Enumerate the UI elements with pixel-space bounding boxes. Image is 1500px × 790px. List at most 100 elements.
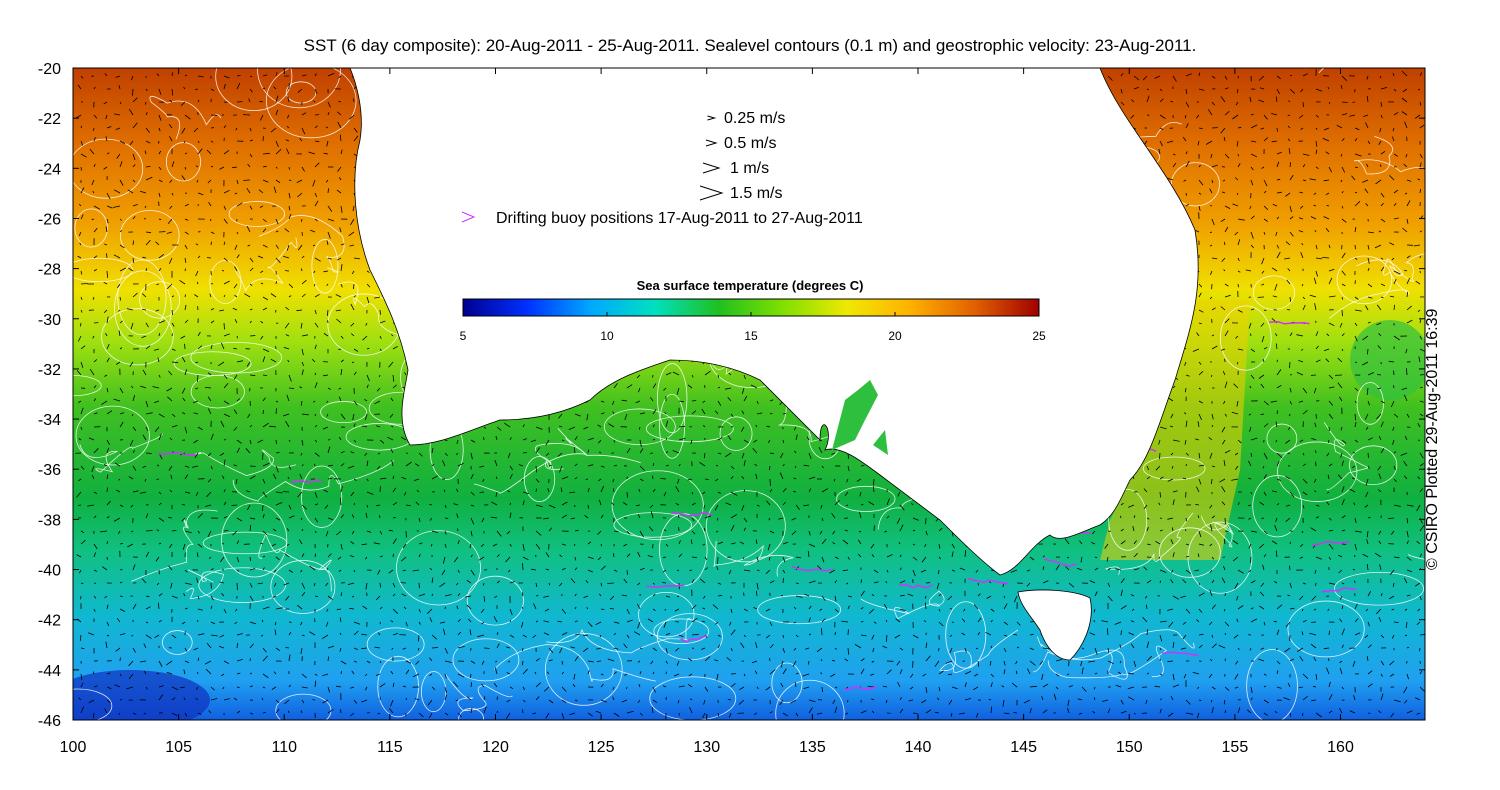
- velocity-arrow: [351, 361, 355, 364]
- velocity-arrow: [561, 608, 567, 615]
- velocity-arrow: [431, 593, 433, 597]
- velocity-arrow: [1323, 179, 1330, 182]
- velocity-arrow: [829, 569, 836, 574]
- velocity-arrow: [236, 202, 243, 207]
- velocity-arrow: [1210, 153, 1213, 159]
- velocity-arrow: [1250, 374, 1255, 380]
- velocity-arrow: [1076, 567, 1083, 571]
- velocity-arrow: [1249, 647, 1252, 651]
- velocity-arrow: [1406, 179, 1412, 182]
- velocity-arrow: [1159, 114, 1166, 120]
- velocity-arrow: [1263, 218, 1269, 222]
- velocity-arrow: [232, 530, 238, 536]
- velocity-arrow: [156, 478, 160, 480]
- velocity-arrow: [1276, 127, 1278, 132]
- velocity-arrow: [596, 647, 602, 650]
- velocity-arrow: [155, 241, 160, 246]
- velocity-arrow: [1393, 153, 1399, 157]
- velocity-arrow: [743, 527, 746, 532]
- velocity-arrow: [197, 619, 199, 623]
- velocity-arrow: [327, 464, 333, 467]
- velocity-arrow: [301, 591, 306, 597]
- velocity-arrow: [1146, 527, 1149, 532]
- velocity-arrow: [818, 447, 823, 454]
- velocity-arrow: [1367, 644, 1372, 649]
- velocity-arrow: [1196, 332, 1200, 337]
- velocity-arrow: [379, 374, 381, 378]
- velocity-arrow: [1341, 605, 1344, 610]
- velocity-arrow: [717, 634, 721, 637]
- velocity-arrow: [322, 673, 329, 677]
- velocity-arrow: [535, 478, 540, 483]
- velocity-arrow: [337, 121, 342, 129]
- velocity-arrow: [1234, 582, 1239, 590]
- velocity-arrow: [301, 464, 304, 467]
- velocity-arrow: [1367, 283, 1373, 288]
- velocity-arrow: [1275, 343, 1278, 350]
- velocity-arrow: [924, 602, 927, 610]
- velocity-arrow: [1271, 490, 1278, 493]
- velocity-arrow: [1374, 552, 1382, 558]
- velocity-arrow: [91, 218, 95, 220]
- velocity-arrow: [79, 242, 82, 246]
- velocity-arrow: [1364, 413, 1369, 420]
- velocity-arrow: [808, 488, 812, 493]
- velocity-arrow: [509, 502, 511, 506]
- velocity-arrow: [635, 400, 641, 404]
- velocity-arrow: [365, 512, 368, 519]
- velocity-arrow: [106, 672, 111, 675]
- velocity-arrow: [377, 632, 381, 636]
- velocity-arrow: [626, 553, 631, 558]
- velocity-arrow: [857, 553, 862, 558]
- velocity-arrow: [886, 569, 889, 573]
- velocity-arrow: [1328, 277, 1333, 285]
- velocity-arrow: [349, 244, 355, 247]
- velocity-arrow: [1340, 426, 1343, 431]
- velocity-arrow: [1341, 205, 1344, 209]
- velocity-arrow: [727, 434, 732, 441]
- velocity-arrow: [1220, 348, 1226, 351]
- velocity-arrow: [184, 319, 189, 324]
- velocity-arrow: [844, 529, 849, 532]
- velocity-arrow: [353, 503, 356, 506]
- velocity-arrow: [145, 345, 151, 350]
- velocity-arrow: [639, 530, 644, 538]
- velocity-arrow: [1419, 452, 1424, 459]
- velocity-arrow: [246, 187, 251, 194]
- velocity-arrow: [1093, 608, 1096, 613]
- velocity-arrow: [206, 149, 212, 155]
- velocity-arrow: [1272, 295, 1278, 298]
- velocity-arrow: [1039, 660, 1044, 665]
- velocity-arrow: [132, 179, 136, 183]
- velocity-arrow: [391, 647, 394, 650]
- velocity-arrow: [492, 543, 498, 547]
- velocity-arrow: [326, 283, 329, 286]
- velocity-arrow: [1120, 578, 1125, 584]
- sealevel-contour: [149, 95, 222, 140]
- velocity-arrow: [1302, 463, 1306, 467]
- velocity-arrow: [949, 634, 953, 637]
- velocity-arrow: [739, 541, 745, 545]
- velocity-arrow: [286, 394, 290, 402]
- velocity-arrow: [637, 582, 641, 586]
- velocity-arrow: [1198, 582, 1201, 586]
- velocity-arrow: [1419, 348, 1425, 352]
- velocity-arrow: [691, 556, 697, 558]
- velocity-arrow: [1327, 86, 1330, 90]
- velocity-arrow: [262, 296, 269, 301]
- velocity-arrow: [1404, 608, 1408, 611]
- velocity-arrow: [730, 629, 736, 636]
- velocity-arrow: [1367, 257, 1370, 264]
- velocity-arrow: [741, 410, 745, 415]
- velocity-arrow: [1133, 568, 1140, 571]
- velocity-arrow: [340, 413, 346, 420]
- velocity-arrow: [166, 387, 173, 392]
- velocity-arrow: [743, 439, 749, 444]
- velocity-arrow: [287, 359, 290, 363]
- velocity-arrow: [1393, 335, 1400, 341]
- velocity-arrow: [285, 139, 290, 142]
- velocity-arrow: [1180, 595, 1187, 598]
- velocity-arrow: [1198, 205, 1201, 211]
- velocity-arrow: [1417, 309, 1421, 313]
- velocity-arrow: [322, 426, 329, 430]
